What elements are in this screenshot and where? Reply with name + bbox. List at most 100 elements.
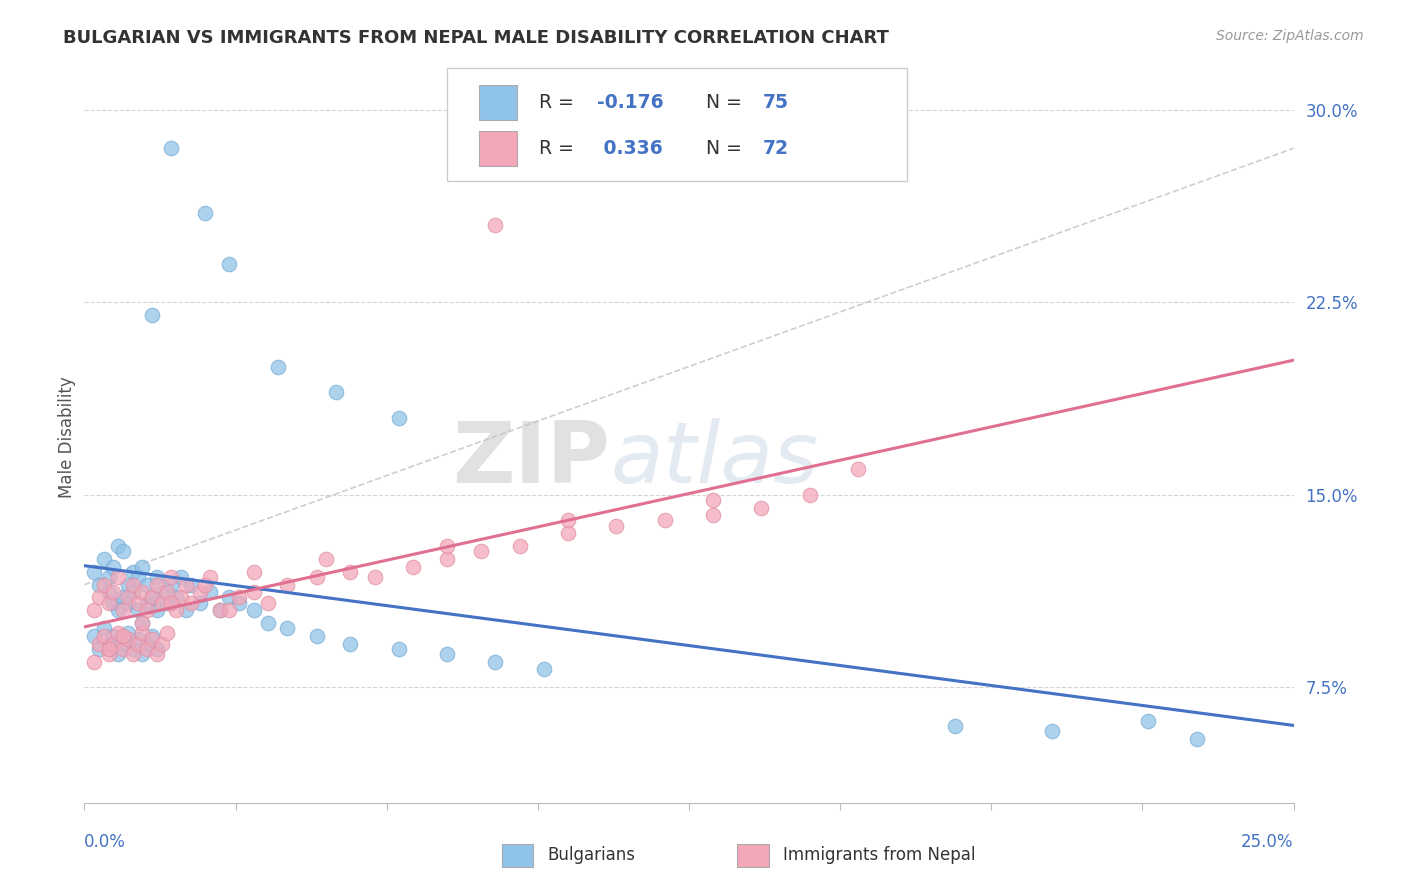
Point: [93, 629, 115, 643]
Point: [93, 621, 115, 635]
Point: [97, 647, 120, 661]
Point: [127, 603, 149, 617]
Text: 0.336: 0.336: [598, 138, 662, 158]
Point: [484, 655, 506, 669]
Point: [136, 596, 159, 610]
Point: [194, 205, 217, 219]
Point: [160, 570, 183, 584]
Point: [107, 570, 129, 584]
Point: [141, 308, 163, 322]
Point: [402, 559, 425, 574]
Point: [1040, 723, 1063, 738]
Point: [103, 596, 125, 610]
Point: [228, 591, 250, 605]
Point: [702, 492, 724, 507]
Point: [257, 596, 280, 610]
Point: [87, 591, 110, 605]
Point: [83, 629, 105, 643]
Text: Bulgarians: Bulgarians: [547, 847, 636, 864]
Point: [218, 591, 240, 605]
Point: [242, 565, 264, 579]
Point: [97, 570, 120, 584]
Point: [190, 585, 212, 599]
Point: [127, 637, 149, 651]
Point: [160, 141, 183, 155]
Point: [141, 591, 163, 605]
Point: [83, 565, 105, 579]
Point: [160, 596, 183, 610]
Point: [257, 616, 280, 631]
Point: [484, 219, 506, 233]
Point: [127, 570, 149, 584]
Point: [127, 596, 149, 610]
Point: [267, 359, 290, 374]
Point: [112, 603, 135, 617]
Point: [131, 647, 153, 661]
Point: [799, 488, 821, 502]
Point: [388, 641, 411, 656]
Point: [117, 632, 139, 646]
Point: [208, 603, 231, 617]
Point: [121, 565, 143, 579]
Text: N =: N =: [706, 138, 748, 158]
Point: [943, 719, 966, 733]
Point: [170, 570, 193, 584]
Point: [141, 629, 163, 643]
Point: [363, 570, 385, 584]
Point: [131, 626, 153, 640]
Point: [121, 585, 143, 599]
Point: [155, 626, 177, 640]
Point: [218, 603, 240, 617]
Point: [470, 544, 492, 558]
FancyBboxPatch shape: [447, 68, 907, 181]
Point: [87, 577, 110, 591]
Point: [557, 526, 579, 541]
Point: [315, 552, 337, 566]
Point: [276, 621, 298, 635]
Point: [146, 641, 169, 656]
Point: [103, 637, 125, 651]
Point: [97, 585, 120, 599]
Text: 72: 72: [762, 138, 789, 158]
Text: -0.176: -0.176: [598, 93, 664, 112]
Text: N =: N =: [706, 93, 748, 112]
Text: R =: R =: [538, 138, 579, 158]
Point: [436, 539, 458, 553]
Point: [93, 577, 115, 591]
Point: [436, 552, 458, 566]
Point: [388, 410, 411, 425]
Point: [83, 603, 105, 617]
Point: [87, 637, 110, 651]
Point: [146, 577, 169, 591]
Point: [103, 559, 125, 574]
FancyBboxPatch shape: [478, 85, 517, 120]
Point: [127, 632, 149, 646]
Point: [242, 585, 264, 599]
Point: [107, 603, 129, 617]
Point: [160, 577, 183, 591]
Point: [103, 629, 125, 643]
Point: [112, 544, 135, 558]
Point: [605, 518, 627, 533]
Point: [141, 591, 163, 605]
Point: [136, 637, 159, 651]
Point: [117, 596, 139, 610]
Point: [242, 603, 264, 617]
Point: [136, 641, 159, 656]
Point: [198, 585, 221, 599]
Point: [654, 514, 676, 528]
FancyBboxPatch shape: [478, 130, 517, 166]
Point: [276, 577, 298, 591]
Point: [103, 585, 125, 599]
Point: [557, 514, 579, 528]
Point: [117, 626, 139, 640]
Point: [165, 591, 187, 605]
Y-axis label: Male Disability: Male Disability: [58, 376, 76, 498]
Point: [228, 596, 250, 610]
Point: [131, 559, 153, 574]
Point: [146, 603, 169, 617]
Point: [305, 570, 328, 584]
Text: atlas: atlas: [610, 417, 818, 500]
Point: [1137, 714, 1160, 728]
Point: [150, 637, 173, 651]
